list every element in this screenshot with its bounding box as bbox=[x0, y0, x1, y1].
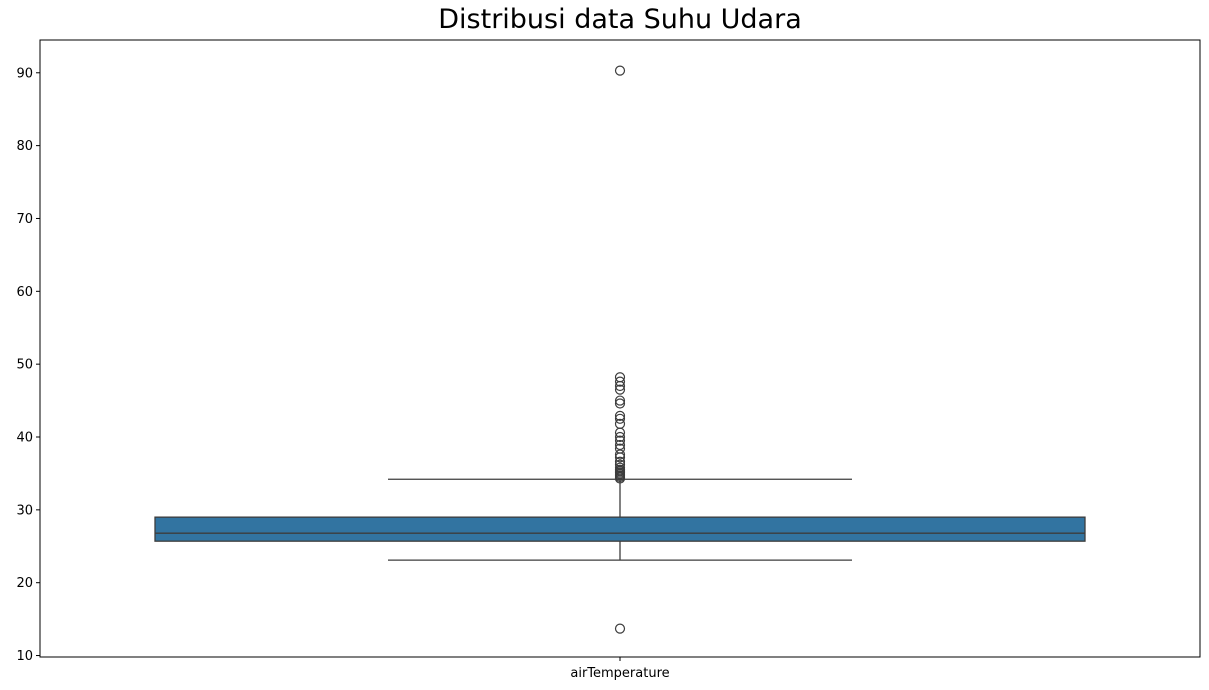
y-tick-label: 20 bbox=[16, 576, 33, 591]
outlier-point bbox=[614, 376, 626, 387]
plot-frame bbox=[39, 39, 1201, 658]
outlier-point bbox=[614, 398, 626, 409]
outlier-point bbox=[614, 65, 626, 76]
outlier-point bbox=[614, 372, 626, 383]
y-tick-label: 50 bbox=[16, 358, 33, 373]
x-tick-label: airTemperature bbox=[570, 666, 669, 681]
outlier-point bbox=[614, 418, 626, 429]
outlier-point bbox=[614, 456, 626, 467]
outlier-point bbox=[614, 431, 626, 443]
outlier-point bbox=[614, 623, 626, 634]
outlier-point bbox=[614, 413, 626, 424]
outlier-point bbox=[614, 435, 626, 446]
outlier-point bbox=[614, 443, 626, 454]
outlier-point bbox=[614, 410, 626, 421]
y-tick-label: 80 bbox=[16, 139, 33, 154]
iqr-box bbox=[154, 516, 1086, 542]
y-tick-label: 10 bbox=[16, 649, 33, 664]
outlier-point bbox=[614, 459, 626, 470]
y-tick-label: 60 bbox=[16, 285, 33, 300]
y-tick-label: 70 bbox=[16, 212, 33, 227]
y-tick-label: 90 bbox=[16, 66, 33, 81]
outlier-point bbox=[614, 384, 626, 395]
outlier-point bbox=[614, 395, 626, 406]
outlier-point bbox=[614, 462, 626, 473]
plot-layer bbox=[154, 65, 1086, 634]
y-tick-label: 40 bbox=[16, 431, 33, 446]
outlier-point bbox=[614, 439, 626, 451]
y-tick-label: 30 bbox=[16, 503, 33, 518]
axis-layer: 10 20 30 40 50 60 70 80 90 airTemperature bbox=[16, 39, 1201, 681]
chart-title: Distribusi data Suhu Udara bbox=[438, 4, 802, 35]
